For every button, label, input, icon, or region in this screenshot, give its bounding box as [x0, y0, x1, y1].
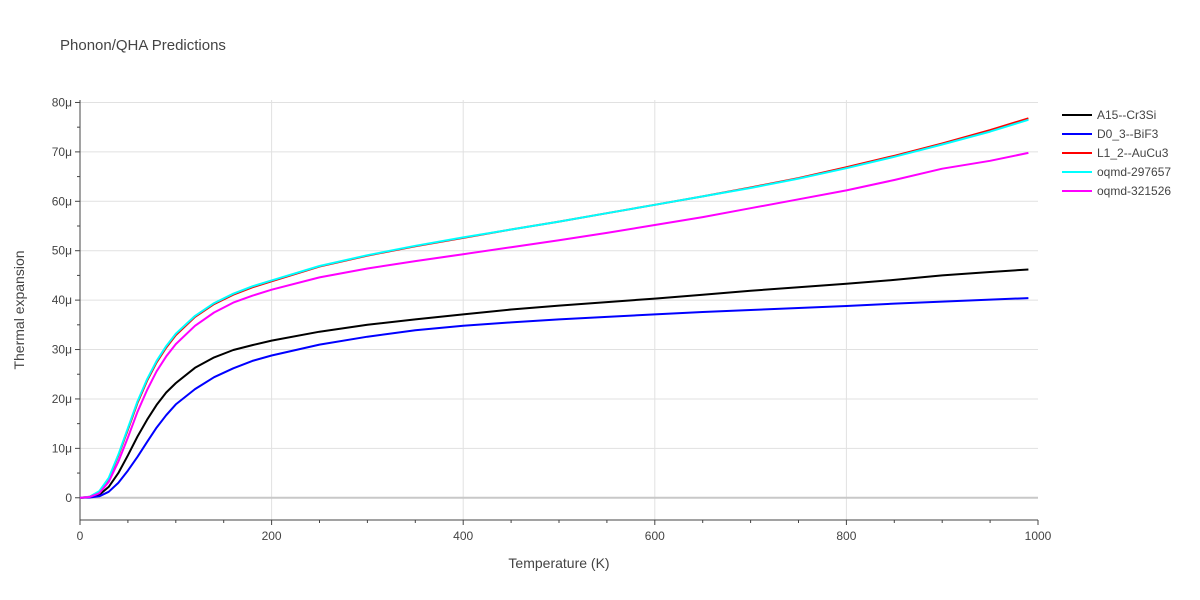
- legend-item-A15--Cr3Si[interactable]: A15--Cr3Si: [1062, 108, 1156, 122]
- x-tick-label: 200: [262, 529, 282, 543]
- axes: [75, 100, 1039, 525]
- series-line-D0_3--BiF3: [79, 297, 1029, 499]
- x-tick-label: 800: [836, 529, 856, 543]
- y-tick-label: 70μ: [52, 145, 72, 159]
- y-tick-label: 20μ: [52, 392, 72, 406]
- legend-label: oqmd-297657: [1097, 165, 1171, 179]
- legend-item-oqmd-321526[interactable]: oqmd-321526: [1062, 184, 1171, 198]
- chart-title: Phonon/QHA Predictions: [60, 37, 226, 54]
- legend-item-D0_3--BiF3[interactable]: D0_3--BiF3: [1062, 127, 1159, 141]
- legend-label: A15--Cr3Si: [1097, 108, 1156, 122]
- x-tick-label: 600: [645, 529, 665, 543]
- y-tick-labels: 0 10μ 20μ 30μ 40μ 50μ 60μ 70μ 80μ: [52, 95, 73, 504]
- grid-lines: [80, 100, 1038, 520]
- x-tick-label: 1000: [1025, 529, 1052, 543]
- y-tick-label: 0: [65, 491, 72, 505]
- y-tick-label: 80μ: [52, 95, 72, 109]
- y-tick-label: 40μ: [52, 293, 72, 307]
- y-tick-label: 60μ: [52, 194, 72, 208]
- y-tick-label: 50μ: [52, 244, 72, 258]
- plot-series: [79, 117, 1029, 499]
- x-tick-label: 400: [453, 529, 473, 543]
- series-line-A15--Cr3Si: [79, 268, 1029, 499]
- legend-label: D0_3--BiF3: [1097, 127, 1159, 141]
- x-axis-title: Temperature (K): [508, 555, 609, 571]
- y-tick-label: 10μ: [52, 441, 72, 455]
- legend-item-L1_2--AuCu3[interactable]: L1_2--AuCu3: [1062, 146, 1169, 160]
- legend-label: oqmd-321526: [1097, 184, 1171, 198]
- legend[interactable]: A15--Cr3Si D0_3--BiF3 L1_2--AuCu3 oqmd-2976…: [1062, 108, 1171, 198]
- legend-label: L1_2--AuCu3: [1097, 146, 1169, 160]
- legend-item-oqmd-297657[interactable]: oqmd-297657: [1062, 165, 1171, 179]
- x-tick-label: 0: [77, 529, 84, 543]
- y-axis-title: Thermal expansion: [11, 250, 27, 369]
- series-line-oqmd-321526: [79, 151, 1029, 499]
- x-tick-labels: 0 200 400 600 800 1000: [77, 529, 1052, 543]
- series-line-oqmd-297657: [79, 118, 1029, 499]
- y-tick-label: 30μ: [52, 343, 72, 357]
